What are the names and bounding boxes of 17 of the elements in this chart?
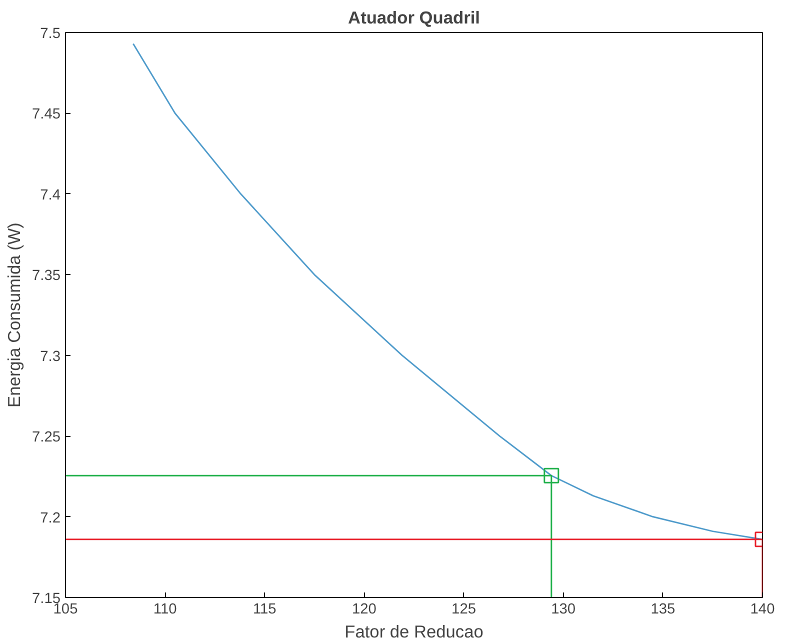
x-tick-label: 115 [252, 602, 276, 618]
y-axis-title: Energia Consumida (W) [4, 222, 24, 408]
x-tick-label: 125 [452, 602, 476, 618]
x-tick-label: 120 [352, 602, 376, 618]
y-tick-label: 7.25 [32, 430, 61, 446]
x-tick-label: 135 [650, 602, 676, 618]
x-axis-title: Fator de Reducao [344, 622, 484, 642]
y-tick-label: 7.2 [40, 510, 60, 526]
y-tick-label: 7.45 [32, 106, 61, 123]
y-tick-label: 7.5 [40, 26, 60, 42]
y-tick-label: 7.3 [40, 348, 60, 365]
x-tick-label: 110 [153, 602, 177, 618]
x-tick-label: 130 [551, 602, 576, 618]
y-tick-label: 7.35 [32, 268, 61, 284]
chart-title: Atuador Quadril [348, 8, 480, 28]
x-tick-label: 140 [750, 602, 775, 618]
y-tick-label: 7.4 [40, 187, 60, 204]
